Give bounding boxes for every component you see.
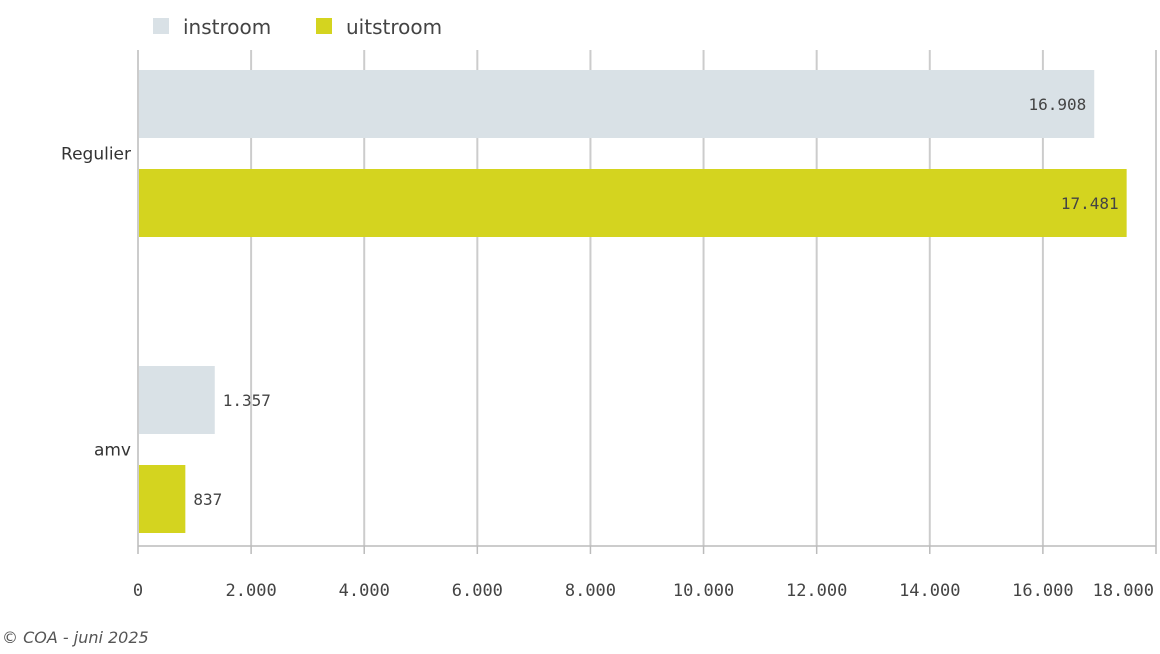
data-label: 17.481 — [1061, 194, 1119, 213]
bar-uitstroom-amv — [138, 465, 186, 533]
legend-label: uitstroom — [346, 15, 442, 39]
x-axis: 0 2.000 4.000 6.000 8.000 10.000 12.000 14.000 1… — [133, 50, 1157, 601]
data-label: 1.357 — [223, 391, 271, 410]
legend-label: instroom — [183, 15, 271, 39]
category-labels: Regulier amv — [61, 145, 131, 461]
x-tick-label: 4.000 — [339, 581, 390, 601]
data-label: 837 — [193, 490, 222, 509]
bar-uitstroom-regulier — [138, 169, 1127, 237]
bar-instroom-regulier — [138, 70, 1095, 138]
category-label: amv — [94, 441, 131, 461]
x-tick-label: 2.000 — [226, 581, 277, 601]
legend-swatch-uitstroom — [316, 18, 332, 34]
x-tick-label: 10.000 — [673, 581, 734, 601]
data-label: 16.908 — [1028, 95, 1086, 114]
legend: instroom uitstroom — [153, 15, 442, 39]
x-tick-label: 0 — [133, 581, 143, 601]
x-tick-label: 8.000 — [565, 581, 616, 601]
x-tick-label: 14.000 — [899, 581, 960, 601]
legend-swatch-instroom — [153, 18, 169, 34]
x-tick-label: 6.000 — [452, 581, 503, 601]
bar-instroom-amv — [138, 366, 215, 434]
copyright-footer: © COA - juni 2025 — [2, 628, 149, 647]
category-label: Regulier — [61, 145, 131, 165]
x-tick-label: 16.000 — [1012, 581, 1073, 601]
x-tick-label: 12.000 — [786, 581, 847, 601]
bars: 16.908 17.481 1.357 837 — [138, 70, 1127, 533]
x-tick-label: 18.000 — [1093, 581, 1154, 601]
